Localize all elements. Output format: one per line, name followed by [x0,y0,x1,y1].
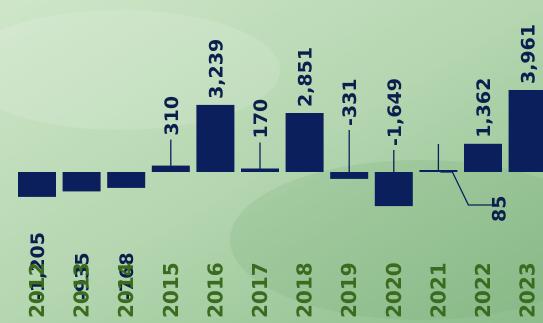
value-label-2019: -331 [339,78,361,126]
value-label-2012: -1,205 [27,232,49,300]
bar-2021[interactable] [419,170,458,172]
bar-2016[interactable] [196,104,235,172]
value-label-2022: 1,362 [473,78,495,138]
tick-label-2023: 2023 [516,262,540,318]
bar-2023[interactable] [508,90,543,172]
tick-label-2022: 2022 [471,262,495,318]
value-label-2013: -935 [72,252,94,300]
tick-label-2019: 2019 [337,262,361,318]
tick-label-2016: 2016 [203,262,227,318]
value-label-2015: 310 [161,96,183,136]
value-label-2017: 170 [250,99,272,139]
tick-label-2014: 2014 [114,262,138,318]
bar-2017[interactable] [241,168,279,173]
bar-2022[interactable] [464,143,502,172]
bar-2019[interactable] [330,172,369,179]
tick-label-2015: 2015 [159,262,183,318]
value-leader-2021 [440,171,493,206]
value-label-2018: 2,851 [295,47,317,107]
tick-label-2020: 2020 [382,262,406,318]
bar-2012[interactable] [18,172,56,197]
tick-label-2012: 2012 [25,262,49,318]
bar-2013[interactable] [62,172,101,192]
tick-label-2021: 2021 [426,262,450,318]
bar-2018[interactable] [285,113,324,172]
value-label-2016: 3,239 [205,39,227,99]
bar-2020[interactable] [374,172,413,207]
bar-2014[interactable] [107,172,146,188]
value-label-2023: 3,961 [518,24,540,84]
value-label-2020: -1,649 [384,78,406,146]
bar-2015[interactable] [151,165,190,172]
tick-label-2017: 2017 [248,262,272,318]
tick-label-2018: 2018 [293,262,317,318]
value-label-2021: 85 [488,196,510,222]
tick-label-2013: 2013 [70,262,94,318]
value-label-2014: -768 [116,252,138,300]
